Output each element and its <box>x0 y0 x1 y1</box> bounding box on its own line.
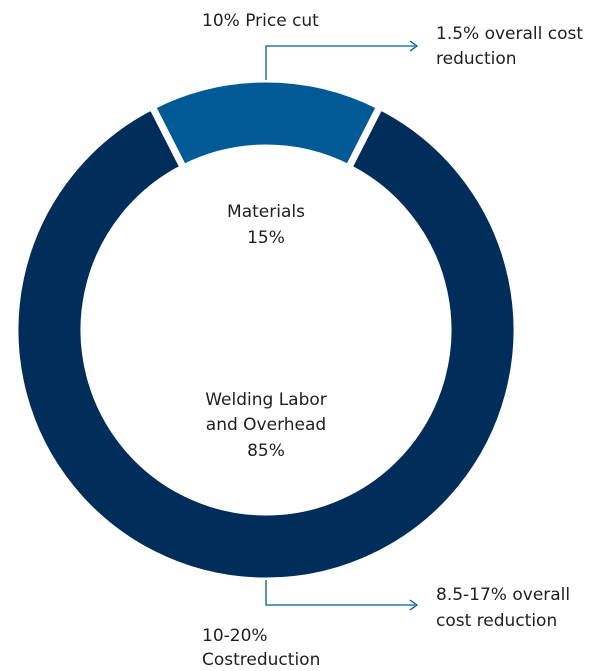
bottom-leader-line <box>265 580 415 606</box>
donut-slices <box>11 75 521 585</box>
welding-value-label: 85% <box>247 441 285 461</box>
labor-saving-line2: cost reduction <box>436 611 557 631</box>
top-leader-line <box>265 45 415 80</box>
welding-label-line2: and Overhead <box>206 415 326 435</box>
top-leader-arrow <box>409 40 419 52</box>
labor-cut-line2: Costreduction <box>202 650 320 670</box>
labor-saving-line1: 8.5-17% overall <box>436 585 570 605</box>
bottom-leader-arrow <box>409 599 419 611</box>
labor-cut-line1: 10-20% <box>202 626 268 646</box>
materials-value-label: 15% <box>247 228 285 248</box>
price-cut-label: 10% Price cut <box>202 11 319 31</box>
materials-label: Materials <box>227 202 305 222</box>
donut-slice-welding-labor <box>11 101 521 585</box>
welding-label-line1: Welding Labor <box>205 390 327 410</box>
materials-saving-line1: 1.5% overall cost <box>436 24 583 44</box>
materials-saving-line2: reduction <box>436 49 517 69</box>
leader-lines <box>265 40 419 611</box>
donut-slice-materials <box>147 75 385 173</box>
